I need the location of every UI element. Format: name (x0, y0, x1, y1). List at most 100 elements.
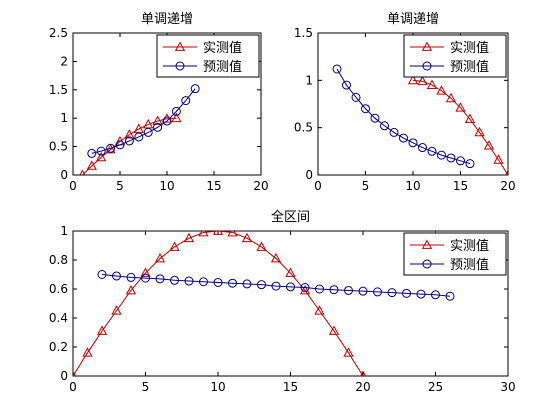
series-line-measured (412, 79, 508, 175)
data-point-measured (154, 253, 166, 263)
data-point-predicted (387, 288, 397, 298)
legend-marker-predicted (422, 259, 432, 269)
x-tick-label: 25 (428, 380, 443, 394)
data-point-predicted (126, 272, 136, 282)
data-point-predicted (96, 146, 106, 156)
data-point-measured (474, 126, 485, 137)
data-point-predicted (257, 280, 266, 290)
data-point-predicted (87, 148, 97, 158)
data-point-predicted (271, 281, 281, 291)
data-point-predicted (155, 274, 165, 284)
data-point-measured (183, 232, 195, 243)
data-point-predicted (427, 146, 437, 156)
x-tick-label: 10 (405, 179, 420, 193)
data-point-predicted (456, 156, 465, 166)
data-point-predicted (389, 127, 399, 137)
y-tick-label: 0.4 (49, 311, 68, 325)
y-tick-label: 2 (60, 54, 68, 68)
data-point-measured (417, 75, 428, 86)
data-point-predicted (342, 80, 351, 90)
data-point-predicted (445, 291, 455, 301)
data-point-predicted (115, 140, 125, 150)
legend-box (403, 232, 507, 276)
data-point-predicted (170, 275, 179, 285)
y-tick-label: 0.5 (49, 140, 68, 154)
legend-label-predicted: 预测值 (450, 59, 489, 75)
data-point-measured (96, 325, 108, 335)
x-tick-label: 15 (453, 179, 468, 193)
y-tick-label: 0 (60, 168, 68, 182)
chart-title: 全区间 (271, 209, 310, 225)
series-line-measured (73, 231, 364, 376)
data-point-predicted (134, 132, 144, 142)
x-tick-label: 5 (142, 380, 150, 394)
y-tick-label: 0.2 (49, 340, 68, 354)
chart-title: 单调递增 (141, 12, 193, 27)
data-point-measured (445, 92, 457, 103)
data-point-predicted (190, 84, 200, 94)
x-tick-label: 5 (362, 179, 370, 193)
x-tick-label: 15 (283, 380, 298, 394)
y-tick-label: 0.6 (49, 282, 68, 296)
data-point-measured (143, 118, 154, 129)
x-tick-label: 20 (253, 179, 268, 193)
x-tick-label: 5 (116, 179, 124, 193)
data-point-predicted (153, 122, 163, 132)
x-tick-label: 30 (500, 380, 515, 394)
legend-label-measured: 实测值 (203, 40, 242, 56)
data-point-predicted (286, 282, 295, 292)
data-point-predicted (465, 159, 475, 169)
legend-label-predicted: 预测值 (203, 59, 242, 75)
data-point-measured (96, 151, 107, 162)
data-point-measured (171, 112, 182, 123)
legend-label-measured: 实测值 (450, 40, 489, 56)
data-point-measured (328, 325, 340, 335)
x-tick-label: 20 (500, 179, 515, 193)
data-point-predicted (437, 150, 446, 160)
data-point-measured (455, 102, 466, 112)
data-point-predicted (124, 136, 134, 146)
y-tick-label: 0 (60, 369, 68, 383)
data-point-predicted (358, 286, 368, 296)
y-tick-label: 0.5 (294, 121, 313, 135)
data-point-measured (124, 129, 135, 139)
data-point-measured (359, 370, 367, 376)
data-point-measured (198, 231, 209, 237)
data-point-predicted (143, 127, 153, 137)
data-point-predicted (380, 121, 389, 131)
legend-label-predicted: 预测值 (450, 257, 489, 273)
data-point-measured (227, 231, 238, 237)
data-point-measured (82, 347, 93, 357)
y-tick-label: 1 (60, 224, 68, 238)
data-point-measured (241, 232, 253, 243)
data-point-predicted (112, 271, 121, 281)
data-point-measured (285, 267, 296, 277)
data-point-predicted (431, 290, 440, 300)
data-point-predicted (402, 288, 411, 298)
data-point-measured (299, 284, 311, 295)
data-point-predicted (399, 133, 408, 143)
series-line-predicted (336, 68, 471, 165)
data-point-predicted (418, 143, 427, 153)
data-point-measured (270, 253, 282, 263)
x-tick-label: 0 (69, 380, 77, 394)
data-point-predicted (315, 284, 324, 294)
data-point-predicted (171, 106, 181, 116)
y-tick-label: 0.8 (49, 253, 68, 267)
data-point-measured (426, 79, 438, 89)
data-point-measured (152, 115, 163, 125)
x-tick-label: 15 (206, 179, 221, 193)
data-point-predicted (181, 96, 191, 106)
x-tick-label: 10 (210, 380, 225, 394)
y-tick-label: 1 (305, 73, 313, 87)
series-line-predicted (101, 274, 451, 297)
data-point-measured (256, 241, 267, 251)
data-point-predicted (228, 278, 237, 288)
data-point-measured (493, 154, 504, 164)
y-tick-label: 0 (305, 168, 313, 182)
legend-box (403, 34, 507, 78)
legend-marker-predicted (175, 61, 185, 71)
